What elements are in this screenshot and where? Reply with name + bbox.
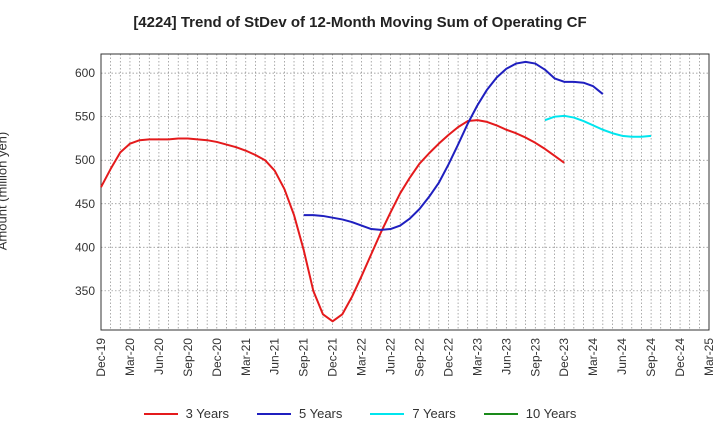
x-tick-label: Sep-22 — [412, 338, 426, 377]
legend-swatch — [483, 412, 518, 415]
legend: 3 Years 5 Years 7 Years 10 Years — [0, 406, 720, 421]
series-line-3-years — [100, 119, 565, 323]
x-tick-label: Sep-24 — [644, 338, 658, 377]
x-axis-ticks: Dec-19 Mar-20 Jun-20 Sep-20 Dec-20 Mar-21 Jun-… — [94, 338, 716, 377]
legend-item: 7 Years — [370, 406, 456, 421]
series-lines — [100, 60, 652, 323]
legend-label: 7 Years — [412, 406, 456, 421]
x-tick-label: Jun-21 — [268, 338, 282, 375]
legend-swatch — [370, 412, 405, 415]
legend-label: 3 Years — [185, 406, 229, 421]
x-tick-label: Mar-23 — [470, 338, 484, 376]
x-tick-label: Dec-19 — [94, 338, 108, 377]
x-tick-label: Jun-24 — [615, 338, 629, 375]
x-tick-label: Jun-23 — [499, 338, 513, 375]
x-tick-label: Jun-20 — [152, 338, 166, 375]
y-tick-label: 350 — [75, 284, 95, 298]
x-tick-label: Mar-21 — [239, 338, 253, 376]
y-tick-label: 400 — [75, 240, 95, 254]
x-tick-label: Jun-22 — [384, 338, 398, 375]
chart-title: [4224] Trend of StDev of 12-Month Moving… — [133, 14, 587, 31]
y-tick-label: 600 — [75, 66, 95, 80]
x-tick-label: Dec-21 — [326, 338, 340, 377]
legend-item: 5 Years — [257, 406, 342, 421]
grid — [100, 54, 710, 330]
x-tick-label: Sep-20 — [181, 338, 195, 377]
legend-label: 5 Years — [299, 406, 343, 421]
x-tick-label: Mar-20 — [123, 338, 137, 376]
series-line-5-years — [303, 60, 604, 231]
series-line-7-years — [544, 114, 652, 138]
legend-swatch — [257, 412, 291, 415]
x-tick-label: Dec-24 — [673, 338, 687, 377]
y-axis-ticks: 350 400 450 500 550 600 — [75, 66, 95, 298]
x-tick-label: Mar-24 — [586, 338, 600, 376]
y-tick-label: 550 — [75, 110, 95, 124]
legend-swatch — [143, 412, 178, 415]
y-tick-label: 450 — [75, 197, 95, 211]
legend-item: 3 Years — [143, 406, 229, 421]
x-tick-label: Sep-21 — [297, 338, 311, 377]
x-tick-label: Dec-20 — [210, 338, 224, 377]
legend-item: 10 Years — [483, 406, 577, 421]
legend-label: 10 Years — [525, 406, 577, 421]
x-tick-label: Dec-22 — [441, 338, 455, 377]
x-tick-label: Mar-22 — [355, 338, 369, 376]
plot-frame — [100, 53, 710, 331]
y-tick-label: 500 — [75, 153, 95, 167]
x-tick-label: Dec-23 — [557, 338, 571, 377]
x-tick-label: Mar-25 — [702, 338, 716, 376]
x-tick-label: Sep-23 — [528, 338, 542, 377]
